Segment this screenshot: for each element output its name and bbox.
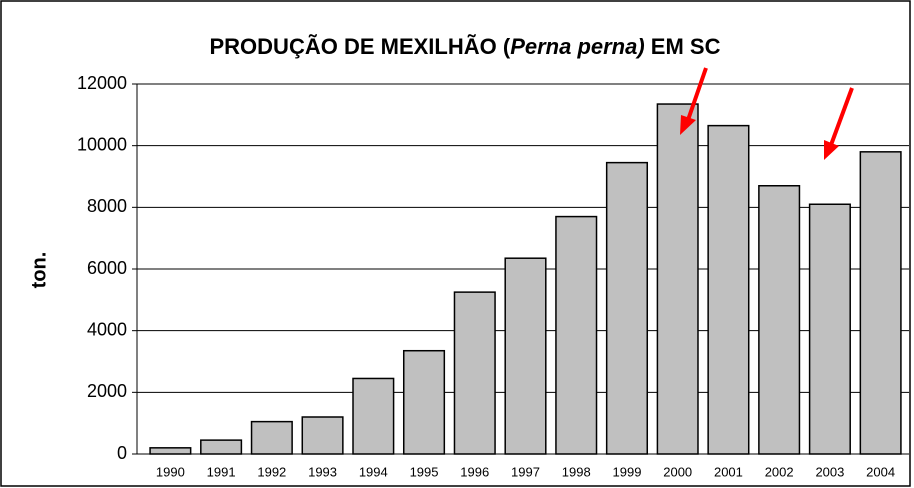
bar	[859, 151, 902, 455]
bar	[352, 377, 395, 455]
y-tick-label: 10000	[77, 134, 127, 154]
arrow-shaft	[686, 67, 708, 121]
y-tick-label: 6000	[87, 258, 127, 278]
title-part: Perna perna)	[510, 34, 645, 59]
y-tick-label: 2000	[87, 381, 127, 401]
y-axis-label: ton.	[28, 252, 50, 289]
bar	[555, 215, 598, 455]
bar	[250, 420, 293, 455]
y-tick-label: 8000	[87, 196, 127, 216]
x-tick-label: 1994	[359, 464, 388, 479]
x-tick-label: 1995	[410, 464, 439, 479]
title-part: PRODUÇÃO DE MEXILHÃO (	[210, 34, 511, 59]
x-tick-label: 2001	[714, 464, 743, 479]
plot: 0 2000 4000 6000 8000 10000 12000 1990 1991 1992 1…	[77, 73, 909, 479]
bar	[707, 124, 750, 455]
x-tick-label: 2004	[866, 464, 895, 479]
x-tick-label: 1998	[562, 464, 591, 479]
x-tick-label: 1993	[308, 464, 337, 479]
arrow-head	[680, 115, 696, 135]
bar	[200, 439, 243, 455]
x-tick-label: 1991	[207, 464, 236, 479]
bar	[758, 185, 801, 455]
bar	[149, 447, 192, 455]
arrow	[824, 87, 854, 160]
bar	[504, 257, 547, 455]
x-tick-label: 2000	[663, 464, 692, 479]
y-tick-label: 12000	[77, 73, 127, 93]
y-tick-label: 0	[117, 443, 127, 463]
bar	[453, 291, 496, 455]
bar	[605, 161, 649, 455]
bar	[656, 103, 699, 455]
arrow-head	[824, 140, 839, 160]
x-tick-label: 1990	[156, 464, 185, 479]
x-tick-label: 2003	[815, 464, 844, 479]
title-part: EM SC	[645, 34, 721, 59]
bar	[402, 349, 446, 455]
bar	[808, 203, 851, 455]
arrow-shaft	[829, 87, 854, 146]
x-tick-label: 1992	[257, 464, 286, 479]
y-tick-label: 4000	[87, 319, 127, 339]
x-tick-label: 2002	[765, 464, 794, 479]
x-tick-label: 1997	[511, 464, 540, 479]
bar	[301, 416, 344, 455]
chart-title: PRODUÇÃO DE MEXILHÃO (Perna perna) EM SC	[210, 34, 721, 59]
x-tick-label: 1996	[460, 464, 489, 479]
arrow	[680, 67, 708, 135]
x-tick-label: 1999	[613, 464, 642, 479]
